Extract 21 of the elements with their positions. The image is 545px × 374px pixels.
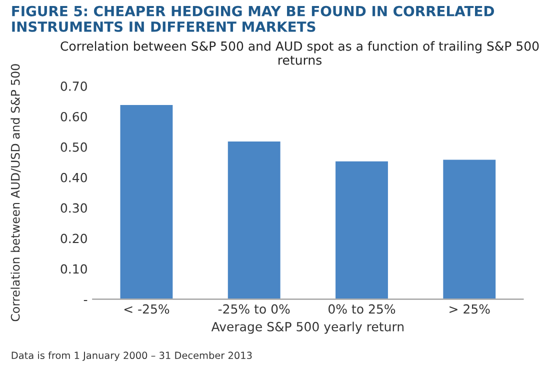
chart-title: FIGURE 5: CHEAPER HEDGING MAY BE FOUND IN CORRELATED INSTRUMENTS IN DIFFERENT MARKETS [12,6,494,32]
bar [334,160,390,300]
text: Data is from 1 January 2000 – 31 December 2013 [12,352,252,361]
y-tick-label: 0.50 [60,142,87,152]
bar [226,140,282,300]
x-axis-title: Average S&P 500 yearly return [211,322,404,334]
y-tick-label: 0.70 [60,81,87,91]
y-tick-label: 0.60 [60,112,87,122]
y-axis-title: Correlation between AUD/USD and S&P 500 [10,64,21,322]
x-tick-label: > 25% [450,304,490,314]
y-tick-label: 0.30 [60,203,87,213]
y-tick-label: - [84,300,88,302]
y-tick-label: 0.20 [60,234,87,244]
x-tick-label: -25% to 0% [218,304,290,314]
chart-subtitle: Correlation between S&P 500 and AUD spot as a function of trailing S&P 500 returns [60,41,539,65]
bar [118,104,174,300]
y-tick-label: 0.40 [60,172,87,182]
x-tick-label: 0% to 25% [328,304,396,314]
x-tick-label: < -25% [124,304,170,314]
y-tick-label: 0.10 [60,264,87,274]
bar [442,158,497,300]
